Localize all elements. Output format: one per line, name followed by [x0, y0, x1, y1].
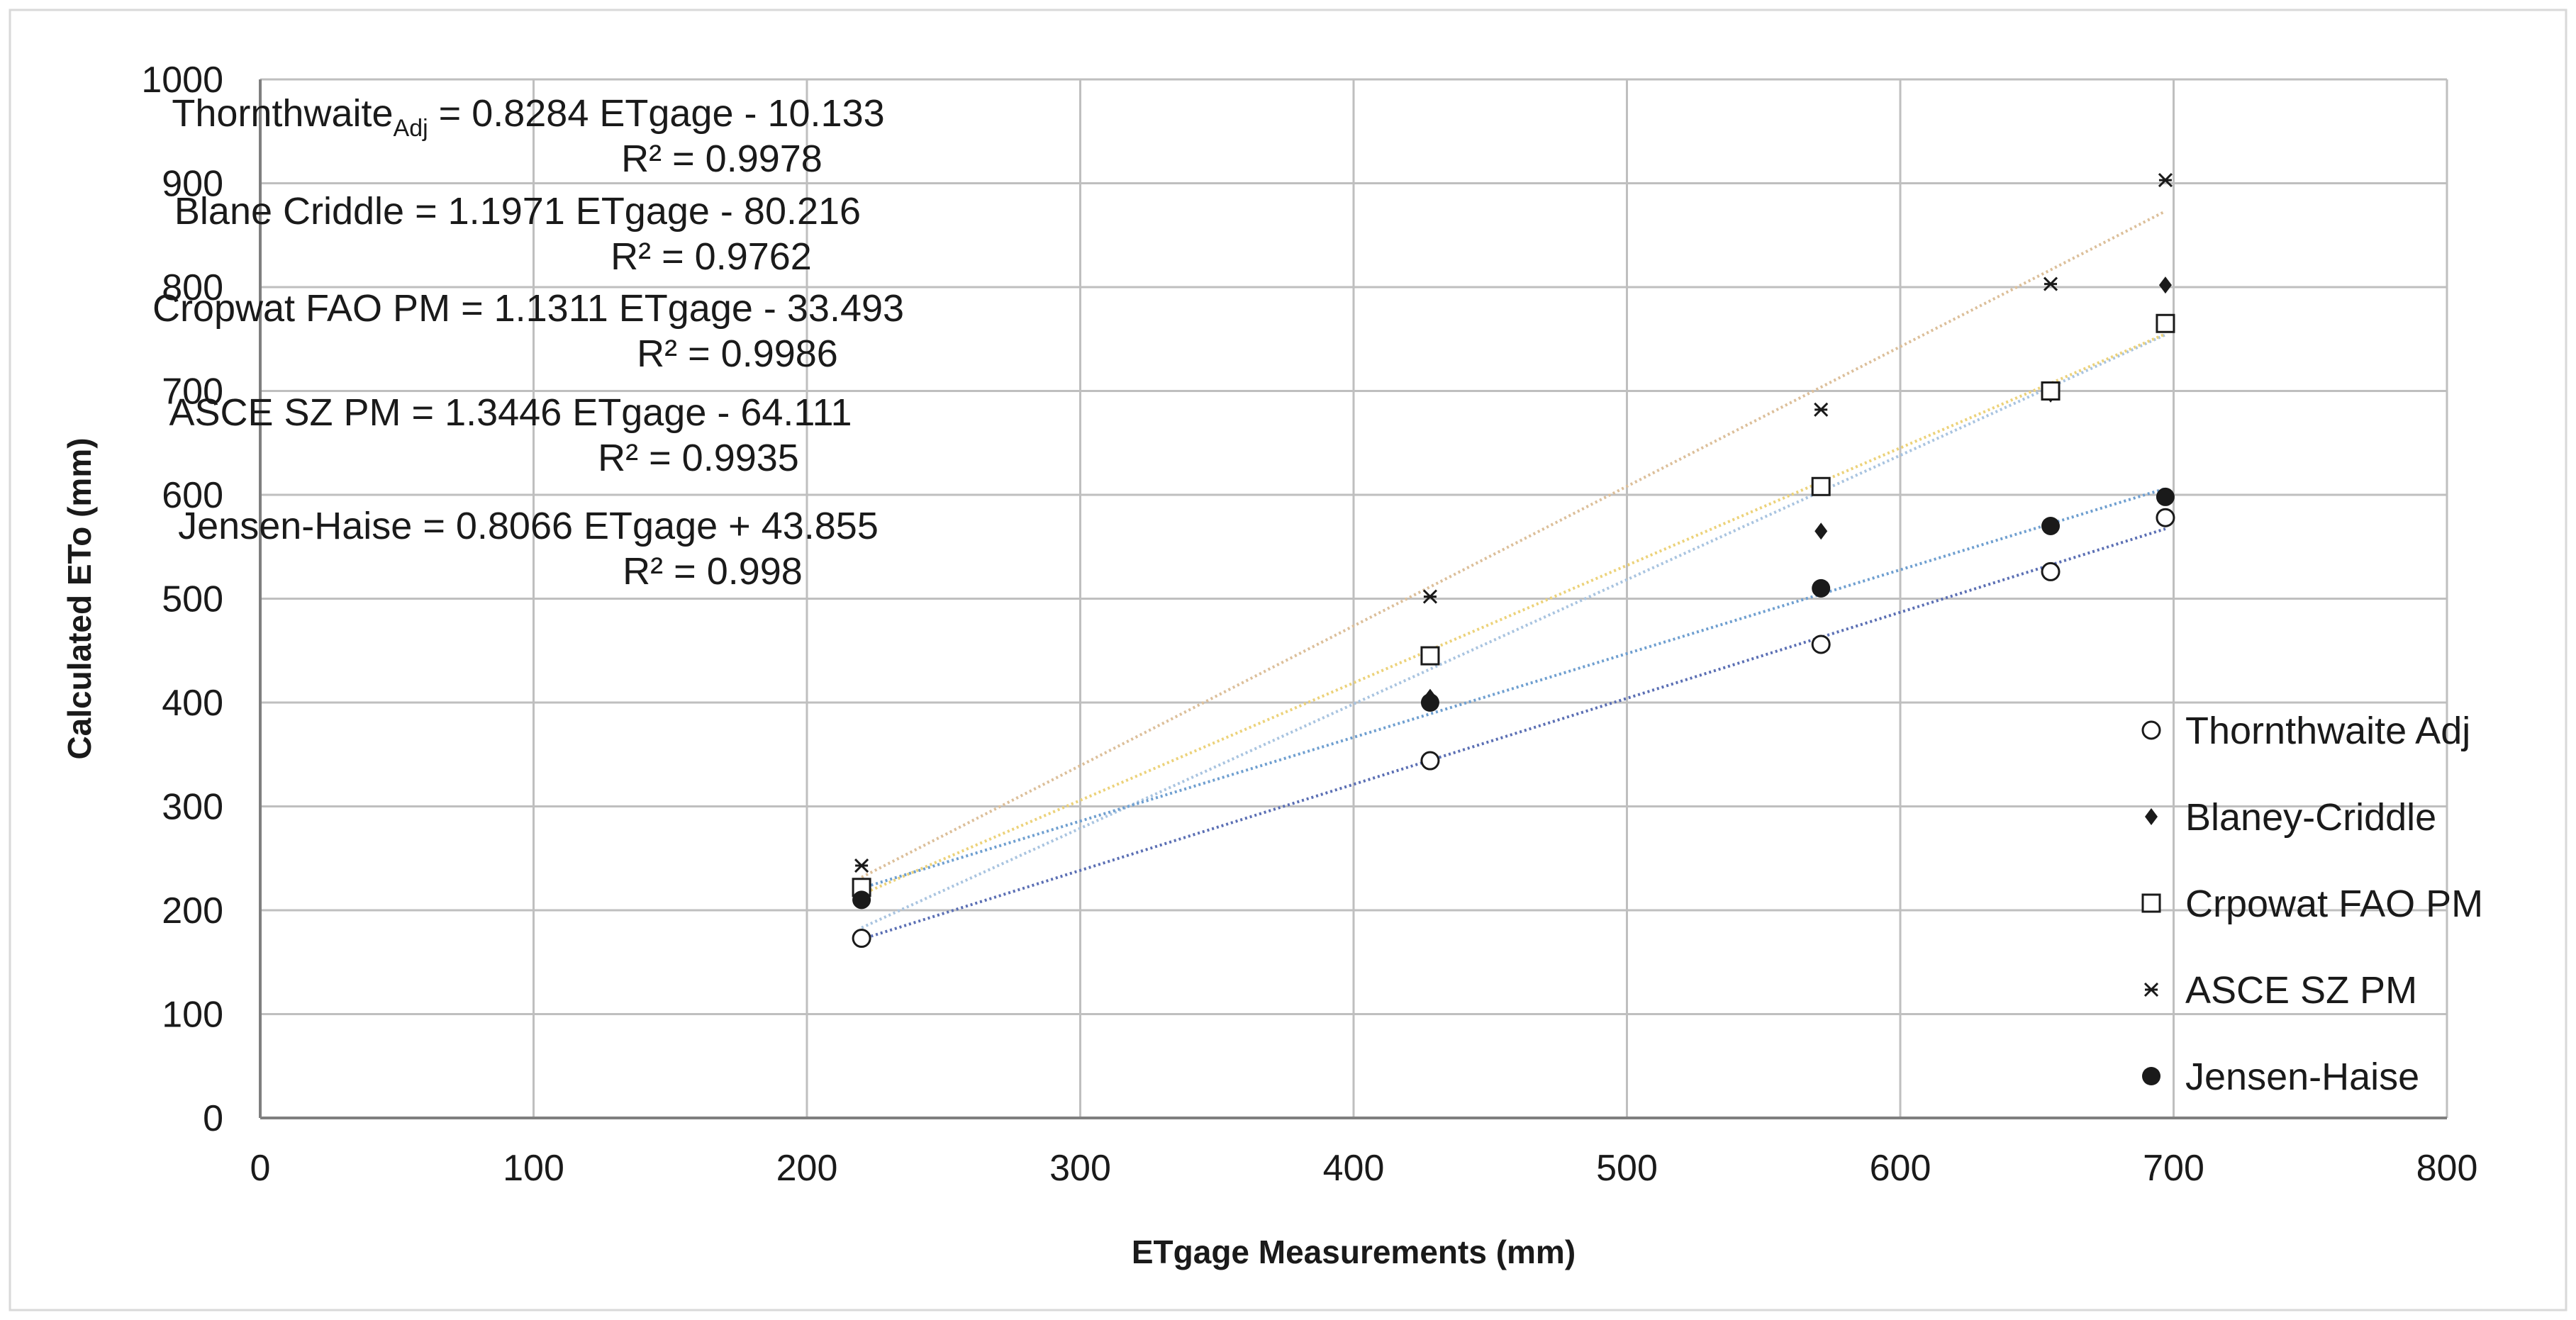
r-squared-label: R² = 0.9762	[610, 235, 812, 278]
data-point-thornthwaite-adj	[1811, 634, 1831, 654]
data-point-crpowat-fao-pm	[1811, 476, 1831, 496]
y-tick-label: 300	[162, 787, 223, 828]
data-point-jensen-haise	[852, 890, 871, 910]
x-tick-label: 200	[776, 1148, 838, 1189]
y-tick-label: 1000	[141, 60, 223, 101]
x-tick-label: 500	[1596, 1148, 1658, 1189]
x-tick-label: 400	[1323, 1148, 1385, 1189]
data-point-blaney-criddle	[1814, 522, 1828, 540]
axes: 0 100 200 300 400 500 600 700 800 900 1000 0 100 200 3…	[141, 60, 2477, 1189]
legend-label-asce-sz-pm: ASCE SZ PM	[2185, 969, 2417, 1012]
x-axis-title: ETgage Measurements (mm)	[1132, 1234, 1576, 1270]
y-tick-label: 500	[162, 579, 223, 620]
legend-marker-thornthwaite-adj	[2141, 720, 2161, 740]
r-squared-label: R² = 0.9935	[598, 437, 799, 479]
data-point-jensen-haise	[1812, 578, 1831, 598]
x-tick-label: 300	[1049, 1148, 1111, 1189]
data-point-asce-sz-pm	[1422, 589, 1438, 604]
data-point-asce-sz-pm	[2043, 276, 2058, 291]
equation-label: Blane Criddle = 1.1971 ETgage - 80.216	[174, 190, 861, 233]
r-squared-label: R² = 0.9978	[621, 138, 823, 180]
y-tick-label: 600	[162, 475, 223, 516]
legend-label-thornthwaite-adj: Thornthwaite Adj	[2185, 710, 2470, 752]
y-axis-title: Calculated ETo (mm)	[61, 437, 98, 759]
data-point-asce-sz-pm	[2158, 173, 2173, 188]
x-tick-label: 600	[1870, 1148, 1931, 1189]
equation-annotations: ThornthwaiteAdj = 0.8284 ETgage - 10.133…	[152, 92, 904, 593]
data-point-thornthwaite-adj	[2041, 561, 2061, 581]
equation-label: Jensen-Haise = 0.8066 ETgage + 43.855	[178, 505, 879, 547]
data-point-asce-sz-pm	[1814, 402, 1829, 417]
data-point-thornthwaite-adj	[1420, 751, 1440, 771]
y-tick-label: 900	[162, 164, 223, 205]
x-tick-label: 100	[503, 1148, 564, 1189]
data-point-crpowat-fao-pm	[2041, 381, 2061, 401]
legend-label-jensen-haise: Jensen-Haise	[2185, 1056, 2419, 1098]
legend-label-blaney-criddle: Blaney-Criddle	[2185, 796, 2436, 839]
legend-marker-blaney-criddle	[2145, 808, 2158, 825]
data-point-crpowat-fao-pm	[2156, 313, 2175, 333]
equation-label: ThornthwaiteAdj = 0.8284 ETgage - 10.133	[172, 92, 884, 142]
chart-border	[9, 9, 2567, 1311]
trendlines	[861, 210, 2166, 941]
legend-marker-asce-sz-pm	[2143, 982, 2159, 997]
trendline-jensen-haise	[861, 487, 2166, 890]
trendline-crpowat-fao-pm	[861, 332, 2166, 896]
trendline-asce-sz-pm	[861, 210, 2166, 879]
data-point-blaney-criddle	[2158, 276, 2172, 294]
y-tick-label: 400	[162, 683, 223, 724]
equation-label: ASCE SZ PM = 1.3446 ETgage - 64.111	[169, 391, 852, 434]
x-tick-label: 700	[2143, 1148, 2204, 1189]
legend-marker-jensen-haise	[2142, 1067, 2160, 1085]
x-tick-label: 800	[2416, 1148, 2478, 1189]
r-squared-label: R² = 0.9986	[637, 332, 838, 375]
y-tick-label: 700	[162, 371, 223, 413]
data-point-thornthwaite-adj	[852, 929, 871, 949]
y-tick-label: 200	[162, 890, 223, 932]
data-point-jensen-haise	[1420, 693, 1439, 712]
data-point-asce-sz-pm	[854, 858, 869, 873]
equation-label: Cropwat FAO PM = 1.1311 ETgage - 33.493	[152, 287, 904, 330]
data-points	[852, 173, 2175, 949]
data-point-jensen-haise	[2041, 516, 2061, 535]
legend-marker-crpowat-fao-pm	[2141, 893, 2161, 913]
y-tick-label: 800	[162, 267, 223, 308]
legend-label-crpowat-fao-pm: Crpowat FAO PM	[2185, 883, 2483, 925]
legend: Thornthwaite Adj Blaney-Criddle Crpowat FA…	[2141, 710, 2483, 1098]
data-point-crpowat-fao-pm	[1420, 646, 1440, 666]
y-tick-label: 100	[162, 995, 223, 1036]
r-squared-label: R² = 0.998	[623, 550, 803, 593]
data-point-jensen-haise	[2156, 487, 2175, 506]
x-tick-label: 0	[250, 1148, 271, 1189]
data-point-thornthwaite-adj	[2156, 508, 2175, 527]
y-tick-label: 0	[203, 1098, 223, 1139]
trendline-blaney-criddle	[861, 333, 2166, 929]
